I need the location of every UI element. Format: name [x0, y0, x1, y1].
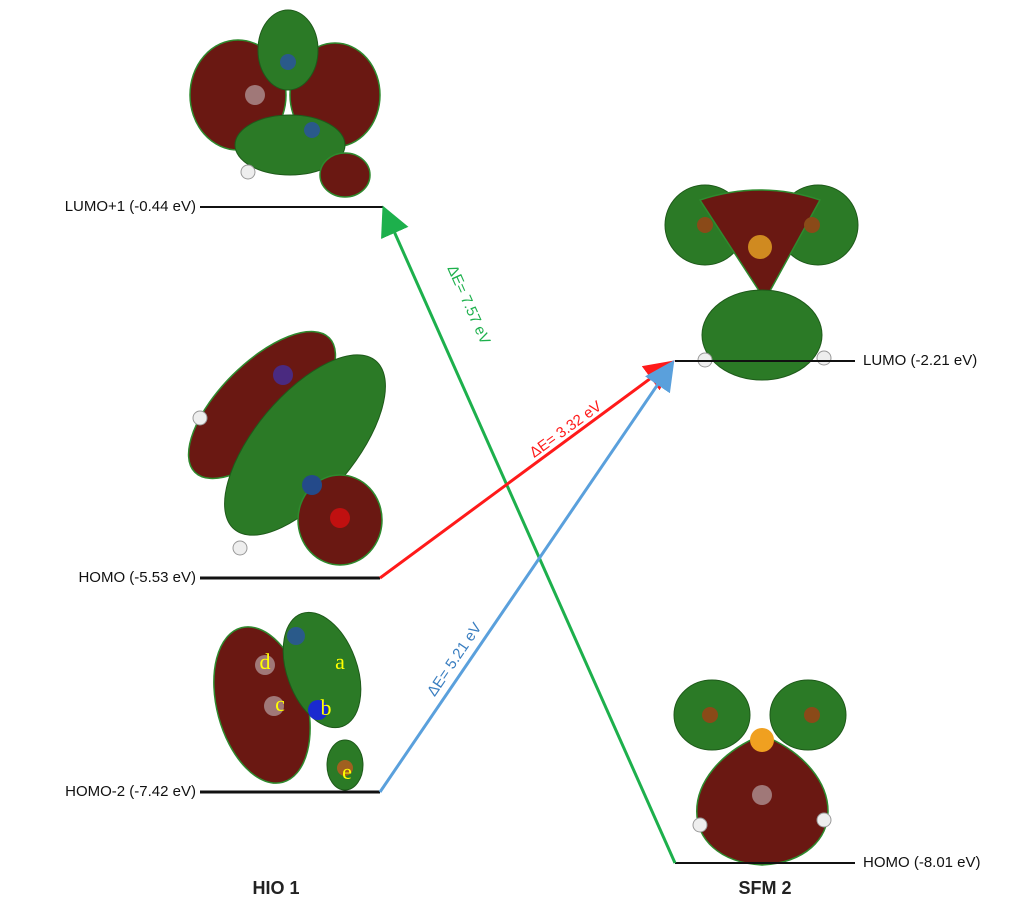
- atom-label: e: [342, 759, 352, 784]
- transition-label: ΔE= 3.32 eV: [526, 398, 604, 462]
- transition-label: ΔE= 7.57 eV: [444, 263, 494, 347]
- molecule-name: HIO 1: [252, 878, 299, 898]
- transition-arrow: [380, 365, 671, 792]
- level-label: LUMO+1 (-0.44 eV): [65, 198, 196, 215]
- diagram: LUMO+1 (-0.44 eV) HOMO (-5.53 eV) HOMO-2…: [0, 0, 1029, 914]
- atom-label: c: [275, 691, 285, 716]
- transition-arrow: [385, 211, 675, 863]
- molecule-name: SFM 2: [738, 878, 791, 898]
- transition-arrow: [380, 364, 670, 578]
- transition-label: ΔE= 5.21 eV: [424, 620, 485, 700]
- level-label: HOMO (-8.01 eV): [863, 854, 981, 871]
- orbital-homo-sfm: [674, 680, 846, 865]
- orbital-lumo1: [190, 10, 380, 197]
- atom-label: b: [321, 695, 332, 720]
- atom-label: a: [335, 649, 345, 674]
- level-label: HOMO (-5.53 eV): [78, 569, 196, 586]
- level-label: LUMO (-2.21 eV): [863, 352, 977, 369]
- orbital-homo-hio: [165, 308, 414, 565]
- atom-label: d: [260, 649, 271, 674]
- orbital-lumo-sfm: [665, 185, 858, 380]
- level-label: HOMO-2 (-7.42 eV): [65, 783, 196, 800]
